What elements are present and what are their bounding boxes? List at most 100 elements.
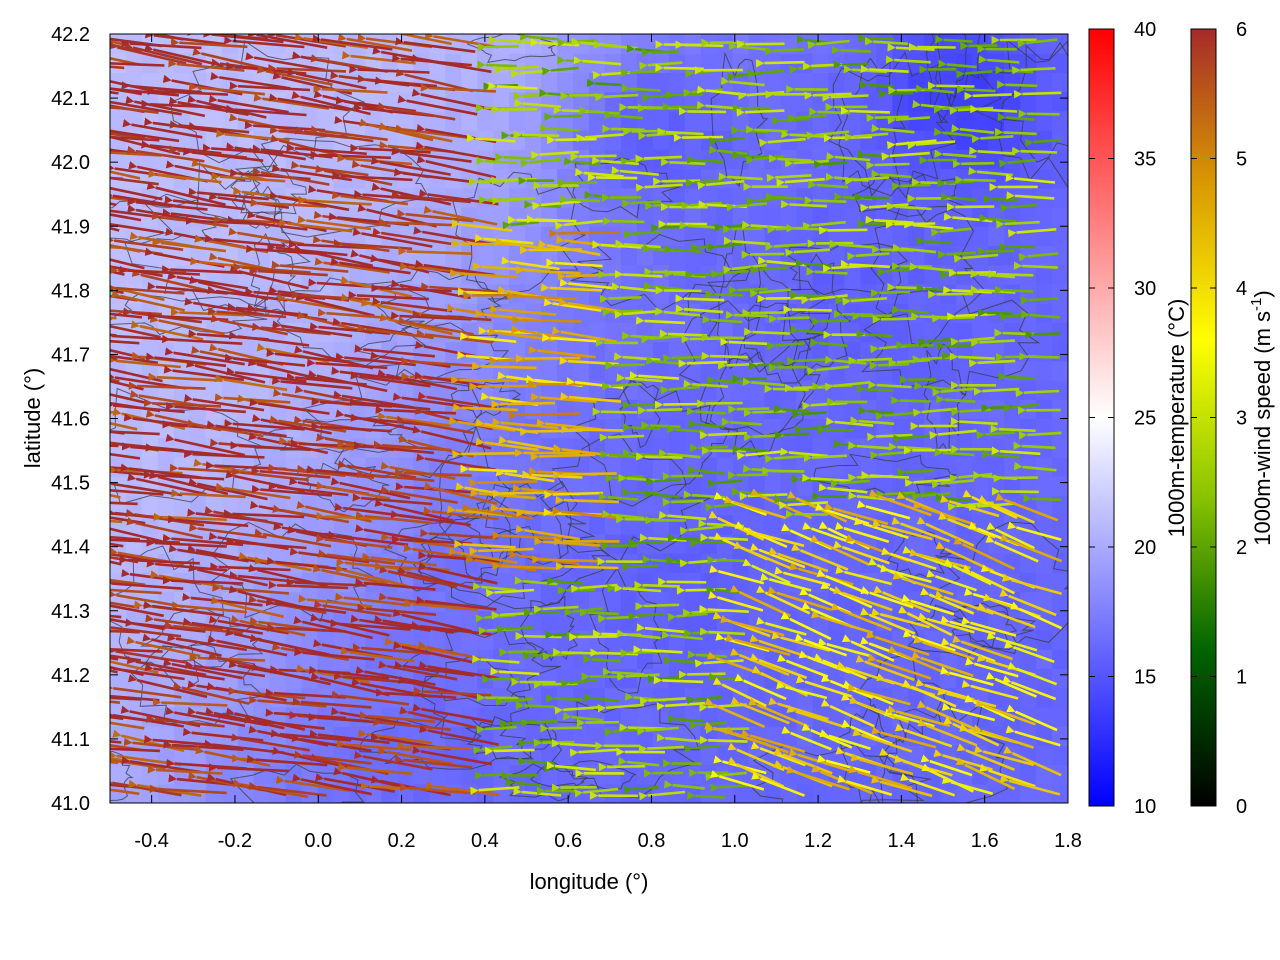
heatmap-cell [716,207,734,227]
heatmap-cell [493,341,510,362]
x-tick-label: 1.2 [804,830,832,852]
heatmap-cell [285,668,303,689]
heatmap-cell [429,476,446,497]
temperature-colorbar-label: 1000m-temperature (°C) [1164,299,1189,538]
wind-arrow [653,675,704,685]
heatmap-cell [700,226,718,247]
heatmap-cell [988,53,1005,74]
heatmap-cell [988,168,1005,189]
wind-arrow [513,130,560,139]
wind-arrow [866,161,910,170]
heatmap-cell [205,687,223,708]
heatmap-cell [445,764,462,785]
heatmap-cell [557,629,574,650]
x-tick-label: 0.2 [388,830,416,852]
wind-arrow [927,81,975,90]
wind-arrow [765,192,804,201]
heatmap-cell [1004,226,1021,247]
wind-arrow [742,308,787,318]
wind-arrow [764,384,809,393]
heatmap-cell [349,207,367,227]
wind-arrow [675,40,724,49]
wind-arrow [634,580,680,590]
wind-arrow [526,215,577,224]
heatmap-cell [557,399,574,420]
heatmap-cell [860,456,877,477]
wind-arrow [978,308,1013,317]
heatmap-cell [908,91,925,112]
heatmap-cell [509,53,526,74]
wind-arrow [937,250,976,259]
heatmap-cell [876,322,893,343]
wind-arrow [732,444,768,453]
plot-area [109,33,1069,804]
wind-arrow [110,444,119,448]
heatmap-cell [189,456,207,477]
heatmap-cell [477,110,494,131]
wind-arrow [768,154,812,163]
heatmap-cell [1036,380,1053,400]
heatmap-cell [110,668,127,689]
heatmap-cell [1052,168,1068,189]
heatmap-cell [668,533,686,554]
heatmap-cell [636,53,654,74]
heatmap-cell [780,283,798,304]
heatmap-cell [892,149,909,170]
heatmap-cell [493,34,510,54]
wind-arrow [599,294,642,304]
heatmap-cell [125,764,143,785]
heatmap-cell [796,399,814,420]
heatmap-cell [620,226,638,247]
wind-arrow [1013,441,1056,450]
heatmap-cell [620,245,638,266]
heatmap-cell [652,764,670,785]
wind-arrow [587,173,638,182]
heatmap-cell [684,72,702,93]
heatmap-cell [509,745,526,766]
heatmap-cell [413,72,430,93]
wind-arrow [720,337,770,346]
heatmap-cell [636,226,654,247]
temperature-colorbar-tick-label: 20 [1134,537,1156,559]
wind-arrow [616,514,659,524]
wind-arrow [932,314,976,323]
wind-arrow [602,124,645,133]
heatmap-cell [700,380,718,400]
heatmap-cell [573,514,590,535]
heatmap-cell [157,726,175,746]
wind-arrow [739,492,788,501]
heatmap-cell [700,649,718,670]
y-tick-label: 41.3 [51,601,90,623]
heatmap-cell [589,341,606,362]
wind-arrow [780,199,827,209]
wind-arrow [988,269,1034,279]
heatmap-cell [429,110,446,131]
wind-arrow [678,359,728,368]
heatmap-cell [110,629,127,650]
wind-arrow [1023,494,1062,503]
heatmap-cell [732,553,750,573]
heatmap-cell [668,110,686,131]
heatmap-cell [285,533,303,554]
heatmap-cell [956,476,973,497]
wind-speed-colorbar-tick-label: 3 [1236,408,1247,430]
wind-arrow [840,106,890,115]
wind-arrow [641,48,679,57]
heatmap-cell [684,726,702,746]
heatmap-cell [604,783,622,803]
wind-arrow [647,674,683,684]
heatmap-cell [684,245,702,266]
wind-arrow [110,656,119,661]
heatmap-cell [237,726,255,746]
heatmap-cell [573,687,590,708]
heatmap-cell [828,245,846,266]
wind-arrow [659,329,707,338]
heatmap-cell [413,245,430,266]
heatmap-cell [652,495,670,516]
heatmap-cell [525,418,542,439]
heatmap-cell [636,706,654,727]
heatmap-cell [477,245,494,266]
heatmap-cell [1052,668,1068,689]
heatmap-cell [1052,322,1068,343]
wind-arrow [790,291,827,300]
